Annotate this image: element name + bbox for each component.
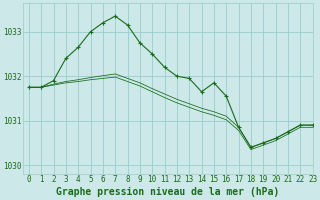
X-axis label: Graphe pression niveau de la mer (hPa): Graphe pression niveau de la mer (hPa) bbox=[56, 187, 279, 197]
